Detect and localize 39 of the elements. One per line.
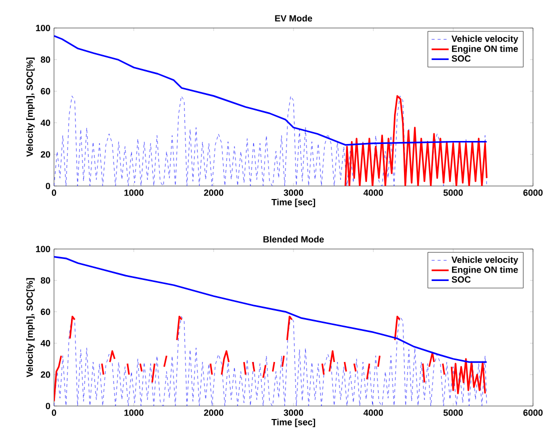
x-tick-label: 2000 xyxy=(204,410,224,416)
x-tick-label: 5000 xyxy=(443,190,463,196)
chart-title: Blended Mode xyxy=(263,236,324,242)
legend-label: Engine ON time xyxy=(452,45,518,54)
x-tick-label: 2000 xyxy=(204,190,224,196)
x-tick-label: 3000 xyxy=(284,410,304,416)
x-tick-label: 6000 xyxy=(523,190,543,196)
x-tick-label: 6000 xyxy=(523,410,543,416)
x-tick-label: 4000 xyxy=(364,190,383,196)
y-tick-label: 60 xyxy=(40,88,50,94)
y-tick-label: 0 xyxy=(46,402,50,410)
chart-title: EV Mode xyxy=(275,14,312,22)
y-tick-label: 60 xyxy=(40,308,50,315)
y-tick-label: 100 xyxy=(36,24,50,32)
x-tick-label: 1000 xyxy=(124,410,144,416)
x-axis-title: Time [sec] xyxy=(272,198,316,208)
y-tick-label: 0 xyxy=(46,182,50,190)
legend-label: SOC xyxy=(452,55,471,62)
x-tick-label: 4000 xyxy=(364,410,383,416)
x-axis-title: Time [sec] xyxy=(272,418,316,428)
x-tick-label: 5000 xyxy=(443,410,463,416)
y-axis-title: Velocity [mph], SOC[%] xyxy=(26,58,35,157)
y-tick-label: 80 xyxy=(40,56,50,63)
legend-label: Vehicle velocity xyxy=(452,256,518,265)
x-tick-label: 3000 xyxy=(284,190,304,196)
y-tick-label: 40 xyxy=(40,120,50,126)
x-tick-label: 0 xyxy=(52,410,56,416)
x-tick-label: 1000 xyxy=(124,190,144,196)
y-tick-label: 80 xyxy=(40,277,50,284)
x-tick-label: 0 xyxy=(52,190,56,196)
y-tick-label: 100 xyxy=(36,246,50,252)
line-series xyxy=(344,95,488,186)
legend-label: Vehicle velocity xyxy=(452,35,518,44)
y-tick-label: 20 xyxy=(40,371,50,378)
y-axis-title: Velocity [mph], SOC[%] xyxy=(26,278,35,378)
y-tick-label: 40 xyxy=(40,340,50,346)
legend-label: Engine ON time xyxy=(452,266,518,275)
legend-label: SOC xyxy=(452,276,471,283)
y-tick-label: 20 xyxy=(40,151,50,158)
